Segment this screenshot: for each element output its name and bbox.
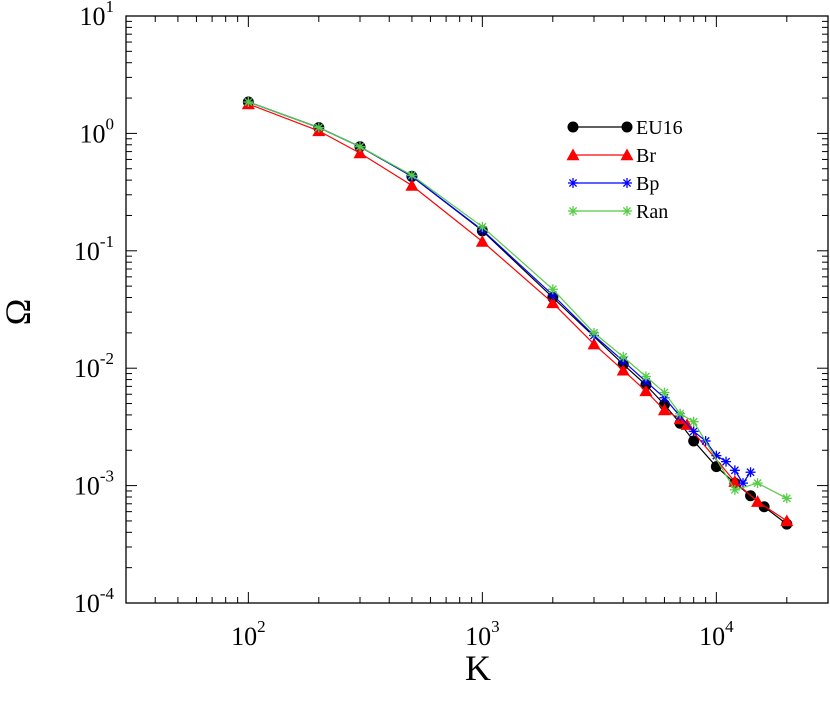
data-point-ran (313, 122, 324, 133)
legend-label: EU16 (636, 117, 683, 139)
series-br (241, 97, 794, 527)
legend-label: Br (636, 145, 656, 167)
y-tick-label: 10-2 (74, 349, 114, 383)
legend-label: Bp (636, 173, 659, 195)
x-axis-title: K (465, 648, 491, 688)
plot-area-border (125, 15, 829, 604)
legend-marker (568, 206, 578, 216)
legend-label: Ran (636, 201, 668, 223)
data-point-bp (745, 467, 756, 478)
data-point-ran (781, 493, 792, 504)
data-point-ran (659, 387, 670, 398)
x-tick-label: 103 (465, 617, 500, 651)
data-point-ran (640, 371, 651, 382)
legend-entry-br: Br (566, 145, 656, 167)
y-axis-title: Ω (0, 299, 38, 326)
data-point-br (475, 235, 489, 247)
data-point-br (353, 146, 367, 159)
legend: EU16 Br Bp Ran (566, 117, 683, 223)
y-tick-label: 101 (80, 0, 115, 31)
series-bp (243, 97, 756, 489)
legend-marker (566, 148, 580, 161)
legend-marker (621, 121, 633, 133)
x-tick-label: 104 (699, 617, 734, 651)
series-line-bp (248, 101, 751, 485)
data-point-ran (547, 284, 558, 295)
data-point-ran (752, 478, 763, 489)
data-point-br (616, 363, 630, 376)
data-point-ran (688, 416, 699, 427)
legend-entry-bp: Bp (568, 173, 659, 195)
data-point-ran (477, 221, 488, 232)
data-point-ran (729, 484, 740, 495)
series-line-eu16 (248, 101, 788, 525)
series-layer (241, 96, 794, 530)
data-point-ran (618, 351, 629, 362)
plot-frame (125, 15, 829, 604)
legend-marker (568, 178, 578, 188)
data-point-br (639, 384, 653, 397)
data-point-ran (355, 141, 365, 152)
data-point-br (587, 337, 601, 350)
legend-entry-eu16: EU16 (567, 117, 683, 139)
legend-entry-ran: Ran (568, 201, 668, 223)
data-point-bp (729, 465, 740, 476)
data-point-bp (688, 426, 699, 437)
data-point-ran (589, 327, 599, 338)
legend-marker (620, 148, 634, 161)
series-eu16 (242, 96, 793, 530)
y-tick-label: 10-3 (74, 467, 114, 501)
series-line-br (248, 103, 788, 522)
data-point-br (657, 403, 671, 416)
data-point-br (546, 296, 560, 309)
legend-marker (622, 178, 632, 188)
legend-marker (567, 121, 579, 133)
x-tick-label: 102 (231, 617, 266, 651)
data-point-eu16 (688, 435, 700, 447)
x-axis-ticks: 102 103 104 (125, 16, 829, 651)
data-point-br (751, 495, 765, 507)
data-point-ran (406, 170, 417, 181)
series-ran (243, 97, 792, 504)
data-point-bp (721, 456, 732, 467)
y-tick-label: 10-1 (74, 232, 114, 266)
y-tick-label: 10-4 (74, 584, 115, 618)
data-point-br (780, 514, 794, 527)
y-axis-ticks: 10-4 10-3 10-2 10-1 100 101 (74, 0, 828, 618)
data-point-bp (711, 450, 722, 461)
data-point-ran (675, 408, 686, 419)
legend-marker (622, 206, 632, 216)
y-tick-label: 100 (80, 114, 115, 148)
data-point-bp (738, 478, 749, 489)
data-point-br (405, 178, 419, 191)
data-point-ran (243, 97, 254, 108)
